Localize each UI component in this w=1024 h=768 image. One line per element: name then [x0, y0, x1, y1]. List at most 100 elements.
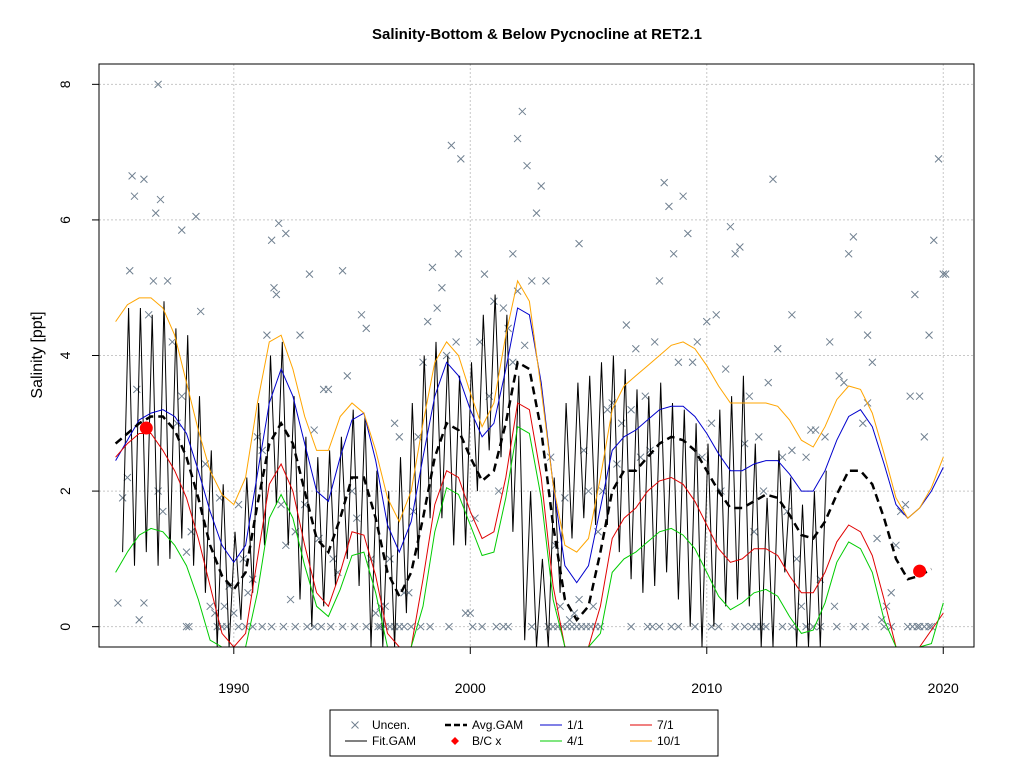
censored-point [802, 622, 810, 631]
uncensored-point [868, 358, 877, 367]
uncensored-point [589, 602, 598, 611]
uncensored-point [270, 283, 278, 292]
censored-point [185, 622, 193, 631]
censored-point [648, 622, 657, 631]
uncensored-point [688, 358, 697, 367]
uncensored-point [404, 588, 413, 597]
uncensored-point [452, 338, 460, 346]
legend-symbol-bc [451, 737, 459, 745]
uncensored-point [125, 266, 134, 275]
censored-point [326, 622, 335, 631]
uncensored-point [135, 616, 144, 624]
uncensored-point [561, 494, 569, 502]
censored-point [374, 622, 382, 631]
uncensored-point [929, 236, 938, 245]
uncensored-point [258, 446, 267, 455]
uncensored-point [726, 222, 735, 231]
censored-point [674, 622, 683, 631]
uncensored-point [840, 378, 848, 387]
uncensored-point [187, 527, 196, 536]
censored-point [667, 622, 676, 631]
uncensored-point [329, 555, 337, 563]
uncensored-point [324, 385, 333, 394]
uncensored-point [140, 599, 148, 607]
uncensored-point [877, 616, 886, 624]
uncensored-point [140, 175, 148, 184]
uncensored-point [863, 331, 872, 340]
censored-point [258, 622, 267, 631]
uncensored-point [792, 555, 801, 563]
uncensored-point [693, 338, 702, 346]
censored-point [303, 622, 311, 631]
uncensored-point [731, 249, 740, 258]
uncensored-point [338, 266, 347, 275]
uncensored-point [537, 182, 546, 190]
uncensored-point [906, 392, 915, 401]
series-lines [114, 279, 944, 648]
censored-point [596, 622, 605, 631]
fit-gam-line [122, 294, 827, 648]
censored-point [731, 622, 740, 631]
avg-gam-line [114, 360, 933, 623]
uncensored-point [844, 249, 853, 258]
uncensored-point [603, 405, 612, 414]
uncensored-point [617, 419, 626, 428]
uncensored-point [130, 192, 139, 201]
uncensored-point [192, 212, 200, 221]
uncensored-point [655, 277, 664, 285]
legend-label: Uncen. [372, 718, 410, 732]
legend-label: 10/1 [657, 734, 681, 748]
uncensored-point [788, 310, 796, 319]
x-tick-label: 1990 [218, 680, 249, 696]
uncensored-point [149, 277, 158, 285]
uncensored-point [712, 310, 721, 319]
uncensored-point [520, 341, 529, 350]
censored-point [691, 622, 699, 631]
censored-point [527, 622, 536, 631]
uncensored-point [523, 161, 531, 170]
legend-label: 4/1 [567, 734, 584, 748]
uncensored-point [114, 599, 122, 607]
uncensored-point [118, 494, 127, 502]
uncensored-point [419, 358, 427, 367]
uncensored-point [310, 426, 319, 434]
uncensored-point [433, 304, 442, 312]
uncensored-point [882, 602, 891, 611]
series-line-10-1 [115, 279, 944, 553]
uncensored-point [636, 453, 645, 462]
uncensored-point [244, 588, 252, 597]
uncensored-point [887, 588, 896, 597]
uncensored-point [830, 602, 839, 611]
uncensored-point [156, 195, 165, 204]
uncensored-point [343, 371, 352, 380]
uncensored-point [229, 609, 238, 617]
uncensored-point [584, 487, 593, 495]
uncensored-point [513, 134, 522, 143]
uncensored-point [454, 249, 463, 258]
uncensored-point [925, 331, 933, 340]
uncensored-point [438, 283, 446, 292]
uncensored-point [508, 249, 517, 258]
bc-points [139, 421, 927, 578]
uncensored-point [759, 487, 768, 495]
series-line-7-1 [115, 402, 944, 648]
legend-label: Avg.GAM [472, 718, 523, 732]
uncensored-point [277, 500, 285, 509]
uncensored-point [215, 494, 224, 502]
uncensored-point [802, 453, 810, 462]
legend: Uncen. Fit.GAM Avg.GAM B/C x 1/1 4/1 7/1 10/1 [329, 709, 719, 757]
uncensored-point [281, 229, 290, 238]
uncensored-point [669, 249, 678, 258]
uncensored-point [835, 371, 844, 380]
uncensored-point [123, 473, 132, 482]
censored-point [234, 622, 243, 631]
uncensored-point [206, 602, 215, 611]
uncensored-point [263, 331, 271, 340]
y-tick-label: 6 [57, 216, 73, 224]
censored-point [241, 622, 250, 631]
y-axis-label: Salinity [ppt] [29, 311, 46, 398]
uncensored-point [132, 385, 141, 394]
uncensored-point [182, 548, 191, 556]
censored-point [267, 622, 276, 631]
